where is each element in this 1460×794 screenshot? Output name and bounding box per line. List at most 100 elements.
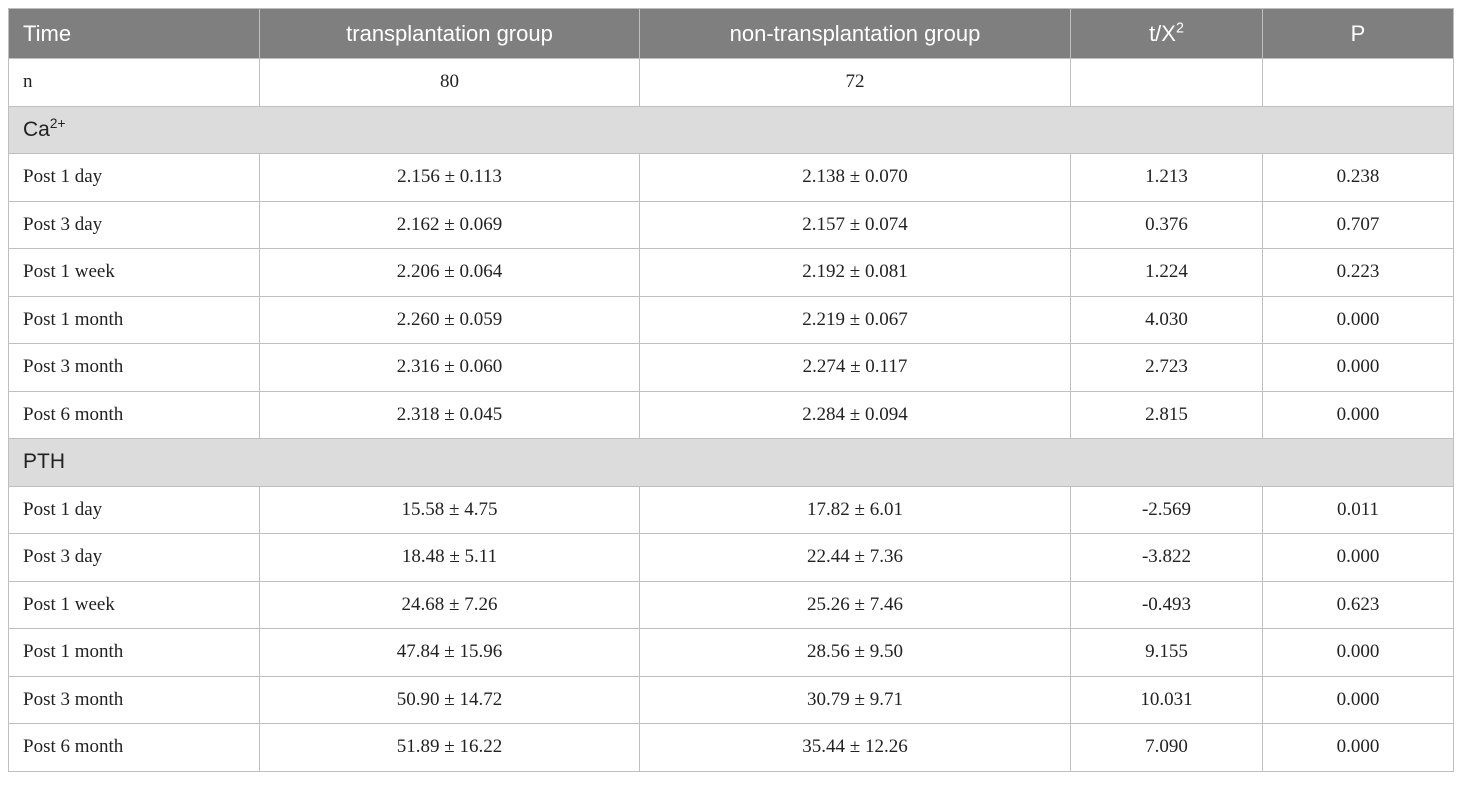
cell: Post 1 month: [8, 295, 260, 344]
cell: Post 3 month: [8, 675, 260, 724]
cell: 2.318 ± 0.045: [259, 390, 640, 439]
cell-text: t/X: [1149, 20, 1176, 46]
cell: 9.155: [1070, 628, 1263, 677]
empty-cell: [1262, 58, 1454, 107]
cell: 2.219 ± 0.067: [639, 295, 1071, 344]
cell: 2.815: [1070, 390, 1263, 439]
header-cell: Time: [8, 8, 260, 59]
cell: n: [8, 58, 260, 107]
cell: -2.569: [1070, 485, 1263, 534]
cell: 0.000: [1262, 533, 1454, 582]
data-row: Post 1 day 2.156 ± 0.113 2.138 ± 0.070 1.21…: [8, 153, 1454, 202]
cell: 0.000: [1262, 343, 1454, 392]
section-row: PTH: [8, 438, 1454, 487]
data-row: Post 1 month 47.84 ± 15.96 28.56 ± 9.50 9.1…: [8, 628, 1454, 677]
cell: 17.82 ± 6.01: [639, 485, 1071, 534]
cell: 2.274 ± 0.117: [639, 343, 1071, 392]
cell: 0.000: [1262, 723, 1454, 772]
superscript: 2: [1175, 19, 1184, 36]
cell: Post 1 week: [8, 248, 260, 297]
section-title: Ca2+: [8, 105, 1454, 154]
data-row: Post 6 month 51.89 ± 16.22 35.44 ± 12.26 7.…: [8, 723, 1454, 772]
cell: Post 1 day: [8, 153, 260, 202]
cell: 0.000: [1262, 628, 1454, 677]
data-row: Post 1 day 15.58 ± 4.75 17.82 ± 6.01 -2.569…: [8, 485, 1454, 534]
section-title: PTH: [8, 438, 1454, 487]
cell: 2.138 ± 0.070: [639, 153, 1071, 202]
cell: 18.48 ± 5.11: [259, 533, 640, 582]
cell: Post 3 day: [8, 533, 260, 582]
cell: 0.223: [1262, 248, 1454, 297]
cell: 0.000: [1262, 295, 1454, 344]
cell: 50.90 ± 14.72: [259, 675, 640, 724]
data-row: Post 3 day 2.162 ± 0.069 2.157 ± 0.074 0.37…: [8, 200, 1454, 249]
cell: -3.822: [1070, 533, 1263, 582]
data-row: Post 1 week 24.68 ± 7.26 25.26 ± 7.46 -0.49…: [8, 580, 1454, 629]
cell: 2.206 ± 0.064: [259, 248, 640, 297]
data-row: Post 6 month 2.318 ± 0.045 2.284 ± 0.094 2.…: [8, 390, 1454, 439]
header-cell: transplantation group: [259, 8, 640, 59]
header-cell: non-transplantation group: [639, 8, 1071, 59]
cell: Post 6 month: [8, 390, 260, 439]
data-row: Post 3 month 2.316 ± 0.060 2.274 ± 0.117 2.…: [8, 343, 1454, 392]
cell: 7.090: [1070, 723, 1263, 772]
table-body: Time transplantation group non-transplanta…: [8, 8, 1454, 772]
data-table: Time transplantation group non-transplanta…: [8, 8, 1454, 772]
cell: -0.493: [1070, 580, 1263, 629]
cell-text: non-transplantation group: [729, 20, 981, 46]
cell: Post 1 day: [8, 485, 260, 534]
cell: 10.031: [1070, 675, 1263, 724]
cell: 2.192 ± 0.081: [639, 248, 1071, 297]
cell: Post 3 month: [8, 343, 260, 392]
cell: 80: [259, 58, 640, 107]
cell-text: Time: [23, 20, 72, 46]
cell: 30.79 ± 9.71: [639, 675, 1071, 724]
cell: 72: [639, 58, 1071, 107]
cell: 0.000: [1262, 390, 1454, 439]
cell: 0.011: [1262, 485, 1454, 534]
cell: 25.26 ± 7.46: [639, 580, 1071, 629]
superscript: 2+: [49, 115, 66, 131]
cell-text: Ca: [23, 117, 50, 141]
data-row: Post 3 day 18.48 ± 5.11 22.44 ± 7.36 -3.822…: [8, 533, 1454, 582]
cell: 1.224: [1070, 248, 1263, 297]
data-row: Post 3 month 50.90 ± 14.72 30.79 ± 9.71 10.…: [8, 675, 1454, 724]
cell: 2.260 ± 0.059: [259, 295, 640, 344]
cell: Post 3 day: [8, 200, 260, 249]
cell: 0.000: [1262, 675, 1454, 724]
header-cell: t/X2: [1070, 8, 1263, 59]
cell: 2.162 ± 0.069: [259, 200, 640, 249]
data-row: Post 1 month 2.260 ± 0.059 2.219 ± 0.067 4.…: [8, 295, 1454, 344]
cell: Post 6 month: [8, 723, 260, 772]
cell: 28.56 ± 9.50: [639, 628, 1071, 677]
cell: 51.89 ± 16.22: [259, 723, 640, 772]
cell: 2.157 ± 0.074: [639, 200, 1071, 249]
cell: 0.376: [1070, 200, 1263, 249]
cell: 0.238: [1262, 153, 1454, 202]
cell: 4.030: [1070, 295, 1263, 344]
cell: Post 1 month: [8, 628, 260, 677]
cell: Post 1 week: [8, 580, 260, 629]
cell: 2.284 ± 0.094: [639, 390, 1071, 439]
cell: 35.44 ± 12.26: [639, 723, 1071, 772]
cell: 0.623: [1262, 580, 1454, 629]
empty-cell: [1070, 58, 1263, 107]
cell: 2.723: [1070, 343, 1263, 392]
cell: 1.213: [1070, 153, 1263, 202]
data-row: Post 1 week 2.206 ± 0.064 2.192 ± 0.081 1.2…: [8, 248, 1454, 297]
cell-text: P: [1350, 20, 1366, 46]
cell: 15.58 ± 4.75: [259, 485, 640, 534]
cell: 2.316 ± 0.060: [259, 343, 640, 392]
cell: 0.707: [1262, 200, 1454, 249]
cell: 2.156 ± 0.113: [259, 153, 640, 202]
section-row: Ca2+: [8, 105, 1454, 154]
n-row: n 80 72: [8, 58, 1454, 107]
cell-text: transplantation group: [346, 20, 553, 46]
cell: 22.44 ± 7.36: [639, 533, 1071, 582]
cell: 24.68 ± 7.26: [259, 580, 640, 629]
cell-text: PTH: [23, 450, 65, 474]
header-row: Time transplantation group non-transplanta…: [8, 8, 1454, 59]
header-cell: P: [1262, 8, 1454, 59]
cell: 47.84 ± 15.96: [259, 628, 640, 677]
